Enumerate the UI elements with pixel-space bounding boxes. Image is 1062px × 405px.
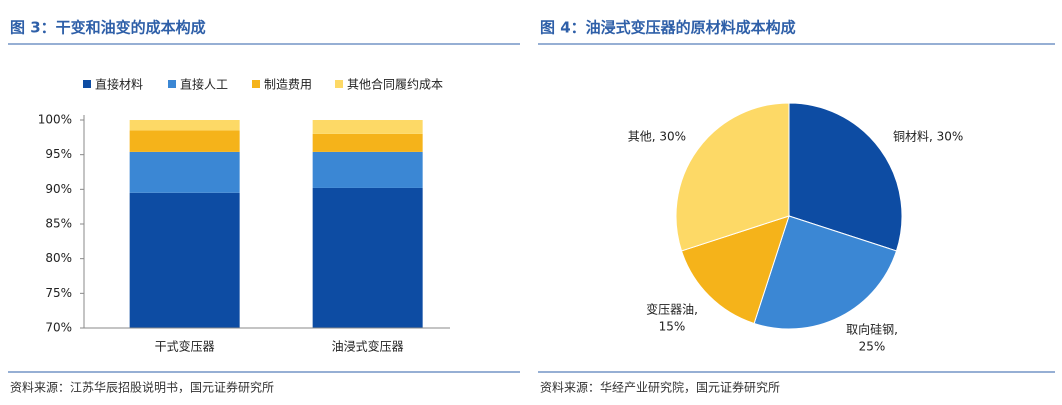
source-note: 资料来源：华经产业研究院，国元证券研究所 bbox=[540, 380, 780, 395]
legend-swatch bbox=[83, 80, 91, 88]
slice-label: 15% bbox=[659, 320, 686, 334]
legend-swatch bbox=[168, 80, 176, 88]
slice-label: 取向硅钢, bbox=[846, 322, 898, 337]
x-tick-label: 油浸式变压器 bbox=[332, 339, 404, 354]
chart-title: 图 3：干变和油变的成本构成 bbox=[10, 19, 206, 37]
legend-label: 直接材料 bbox=[95, 77, 143, 92]
y-tick-label: 80% bbox=[45, 251, 72, 265]
chart-title: 图 4：油浸式变压器的原材料成本构成 bbox=[540, 19, 796, 37]
y-tick-label: 100% bbox=[38, 113, 72, 127]
slice-label: 变压器油, bbox=[646, 302, 698, 317]
pie-slice bbox=[675, 102, 790, 252]
source-note: 资料来源：江苏华辰招股说明书，国元证券研究所 bbox=[10, 380, 274, 395]
slice-label: 25% bbox=[859, 340, 886, 354]
legend-swatch bbox=[335, 80, 343, 88]
bar-segment bbox=[312, 133, 423, 152]
legend-label: 制造费用 bbox=[264, 78, 312, 92]
legend-label: 直接人工 bbox=[180, 77, 228, 92]
slice-label: 其他, 30% bbox=[628, 130, 686, 144]
y-tick-label: 95% bbox=[45, 147, 72, 161]
y-tick-label: 70% bbox=[45, 321, 72, 335]
pie-slice bbox=[680, 215, 790, 325]
legend-swatch bbox=[252, 80, 260, 88]
bar-segment bbox=[129, 151, 240, 193]
y-tick-label: 85% bbox=[45, 217, 72, 231]
y-tick-label: 75% bbox=[45, 286, 72, 300]
y-tick-label: 90% bbox=[45, 182, 72, 196]
legend-label: 其他合同履约成本 bbox=[347, 77, 443, 92]
bar-segment bbox=[312, 120, 423, 134]
pie-slice bbox=[753, 215, 898, 330]
bar-segment bbox=[129, 120, 240, 131]
bar-segment bbox=[312, 187, 423, 328]
bar-segment bbox=[129, 130, 240, 152]
pie-slice bbox=[788, 102, 903, 252]
bar-segment bbox=[129, 192, 240, 328]
bar-segment bbox=[312, 151, 423, 188]
x-tick-label: 干式变压器 bbox=[155, 339, 215, 354]
slice-label: 铜材料, 30% bbox=[893, 129, 963, 144]
